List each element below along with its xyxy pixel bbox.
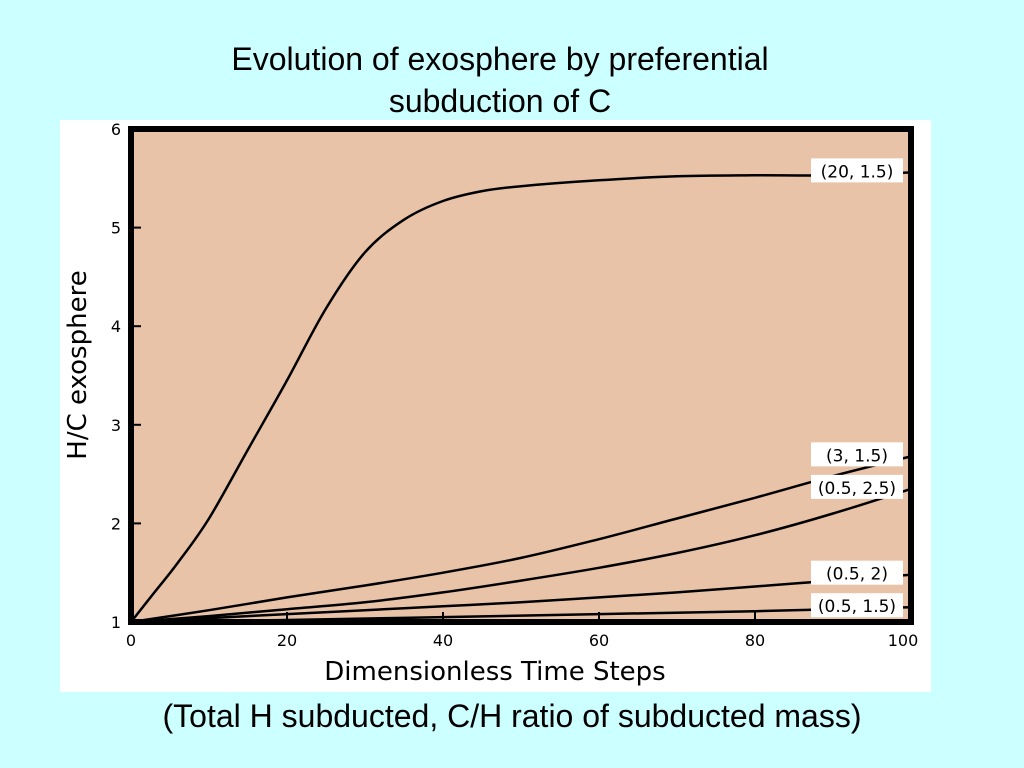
series-label: (0.5, 2) [811,560,903,585]
line-chart: 1 2 3 4 5 6 0 20 40 60 80 100 (20, 1.5) (3, 1.5) (0.… [63,120,919,687]
series-label: (20, 1.5) [811,158,903,183]
series-label-box [811,442,903,467]
series-lines [130,171,912,624]
caption: (Total H subducted, C/H ratio of subduct… [162,698,862,734]
x-tick-label: 40 [433,631,453,650]
x-tick-label: 0 [126,631,136,650]
series-label-text: (0.5, 1.5) [818,597,896,617]
y-axis-ticks: 1 2 3 4 5 6 [111,120,141,632]
y-tick-label: 5 [111,219,121,238]
x-tick-label: 80 [745,631,765,650]
series-label-text: (3, 1.5) [826,446,888,466]
x-tick-label: 100 [888,631,919,650]
series-label-text: (0.5, 2.5) [818,479,896,499]
series-line [130,573,912,624]
slide-title-line-2: subduction of C [388,83,612,119]
y-tick-label: 3 [111,416,121,435]
x-tick-label: 20 [277,631,297,650]
series-labels: (20, 1.5) (3, 1.5) (0.5, 2.5) (0.5, 2) (0.5,… [811,158,903,618]
x-tick-label: 60 [589,631,609,650]
plot-area [128,126,914,625]
series-label: (0.5, 2.5) [811,474,903,499]
y-tick-label: 4 [111,317,121,336]
series-line [130,487,912,624]
series-label-box [811,474,903,499]
series-label: (3, 1.5) [811,442,903,467]
series-line [130,171,912,623]
series-label-box [811,560,903,585]
x-axis-label: Dimensionless Time Steps [324,657,665,687]
series-line [130,455,912,624]
series-label-box [811,593,903,618]
series-label: (0.5, 1.5) [811,593,903,618]
slide-title: Evolution of exosphere by preferential s… [0,38,1000,122]
figure-panel: 1 2 3 4 5 6 0 20 40 60 80 100 (20, 1.5) (3, 1.5) (0.… [60,120,931,692]
slide-title-line-1: Evolution of exosphere by preferential [231,41,769,77]
series-line [130,605,912,624]
series-label-text: (0.5, 2) [826,565,888,585]
series-label-text: (20, 1.5) [821,162,894,182]
y-tick-label: 1 [111,613,121,632]
series-label-box [811,158,903,183]
y-axis-label: H/C exosphere [63,270,93,459]
y-tick-label: 6 [111,120,121,139]
y-tick-label: 2 [111,514,121,533]
